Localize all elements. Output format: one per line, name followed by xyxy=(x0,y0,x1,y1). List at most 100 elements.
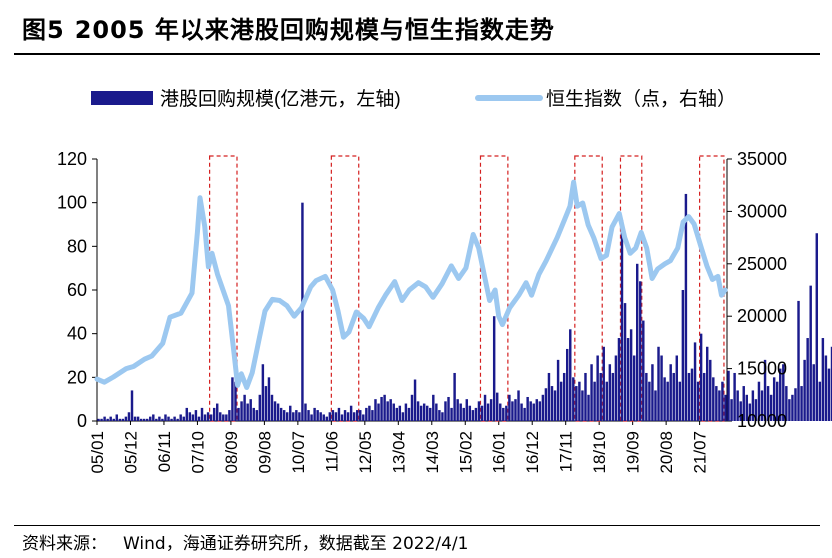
bar xyxy=(666,381,669,421)
bar xyxy=(276,403,280,421)
bar xyxy=(182,416,185,421)
bar xyxy=(775,381,779,421)
bar xyxy=(410,394,414,421)
bar xyxy=(155,418,158,421)
bar xyxy=(392,403,395,421)
bar xyxy=(590,364,593,421)
bar xyxy=(593,381,596,421)
bar xyxy=(179,414,182,421)
bar xyxy=(152,414,155,421)
bar xyxy=(429,407,432,421)
bar xyxy=(252,407,255,421)
bar xyxy=(456,399,459,421)
y-left-tick-label: 20 xyxy=(67,367,87,387)
bar xyxy=(684,193,688,421)
bar xyxy=(215,403,219,421)
bar xyxy=(273,401,277,421)
bar xyxy=(517,390,520,421)
bar xyxy=(709,359,712,421)
bar xyxy=(413,379,417,421)
bar xyxy=(830,346,832,421)
bar xyxy=(672,372,675,421)
bar xyxy=(188,412,192,421)
bar xyxy=(258,394,262,421)
bar xyxy=(663,377,666,421)
bar xyxy=(161,418,164,421)
bar xyxy=(270,394,274,421)
bar xyxy=(754,399,758,421)
bar xyxy=(240,401,243,421)
bar xyxy=(657,346,660,421)
bar xyxy=(769,394,773,421)
bar xyxy=(587,394,590,421)
bar xyxy=(733,372,736,421)
bar xyxy=(803,359,806,421)
bar xyxy=(325,416,329,421)
bar xyxy=(264,386,268,421)
bar xyxy=(124,416,128,421)
bar xyxy=(547,372,551,421)
bar xyxy=(596,355,599,421)
bar xyxy=(343,410,347,421)
bar xyxy=(727,370,730,421)
bar xyxy=(319,412,322,421)
bar xyxy=(237,407,240,421)
bar xyxy=(176,418,179,421)
title-rule xyxy=(14,53,820,55)
bar xyxy=(651,364,654,421)
x-tick-label: 14/03 xyxy=(423,431,442,474)
bar xyxy=(285,412,289,421)
bar xyxy=(623,303,627,421)
line-series xyxy=(94,179,728,390)
x-tick-label: 09/08 xyxy=(255,431,274,474)
bar xyxy=(550,386,554,421)
highlight-box xyxy=(330,155,360,422)
bar xyxy=(194,410,198,421)
x-tick-label: 16/12 xyxy=(523,431,542,474)
bar xyxy=(544,388,548,421)
bar xyxy=(532,403,535,421)
bar xyxy=(766,386,770,421)
x-tick-label: 20/08 xyxy=(657,431,676,474)
source-note: 资料来源： Wind，海通证券研究所，数据截至 2022/4/1 xyxy=(22,529,468,554)
bar xyxy=(438,410,441,421)
x-tick-label: 11/06 xyxy=(322,431,341,472)
y-right-tick-label: 30000 xyxy=(737,201,787,221)
bar xyxy=(374,399,377,421)
bar xyxy=(599,372,602,421)
bar xyxy=(635,263,639,421)
bar xyxy=(827,368,831,421)
bar xyxy=(103,416,106,421)
bar xyxy=(556,359,560,421)
bar xyxy=(289,405,292,421)
bar xyxy=(565,348,569,421)
bar xyxy=(197,416,201,421)
bar xyxy=(632,355,636,421)
bar xyxy=(139,418,143,421)
footer-rule xyxy=(14,525,820,526)
bar xyxy=(788,399,791,421)
bar xyxy=(578,381,581,421)
bar xyxy=(681,290,685,421)
bar xyxy=(322,414,325,421)
bar xyxy=(316,410,319,421)
bar xyxy=(419,405,423,421)
bar xyxy=(486,403,490,421)
bar xyxy=(121,418,125,421)
bar xyxy=(422,403,426,421)
bar xyxy=(739,401,742,421)
bar xyxy=(416,401,420,421)
x-tick-label: 10/07 xyxy=(289,431,308,474)
bar xyxy=(690,368,694,421)
x-tick-label: 17/11 xyxy=(557,431,576,472)
bar xyxy=(782,364,785,421)
bar xyxy=(136,416,140,421)
bar xyxy=(742,386,745,421)
chart: 港股回购规模(亿港元，左轴) 恒生指数（点，右轴） 0 20 40 60 80 100 120… xyxy=(57,88,832,474)
bar xyxy=(614,355,618,421)
x-tick-label: 06/11 xyxy=(155,431,174,472)
bar xyxy=(797,300,800,421)
legend: 港股回购规模(亿港元，左轴) 恒生指数（点，右轴） xyxy=(91,88,736,110)
y-right-tick-label: 10000 xyxy=(737,411,787,431)
bar xyxy=(468,405,472,421)
